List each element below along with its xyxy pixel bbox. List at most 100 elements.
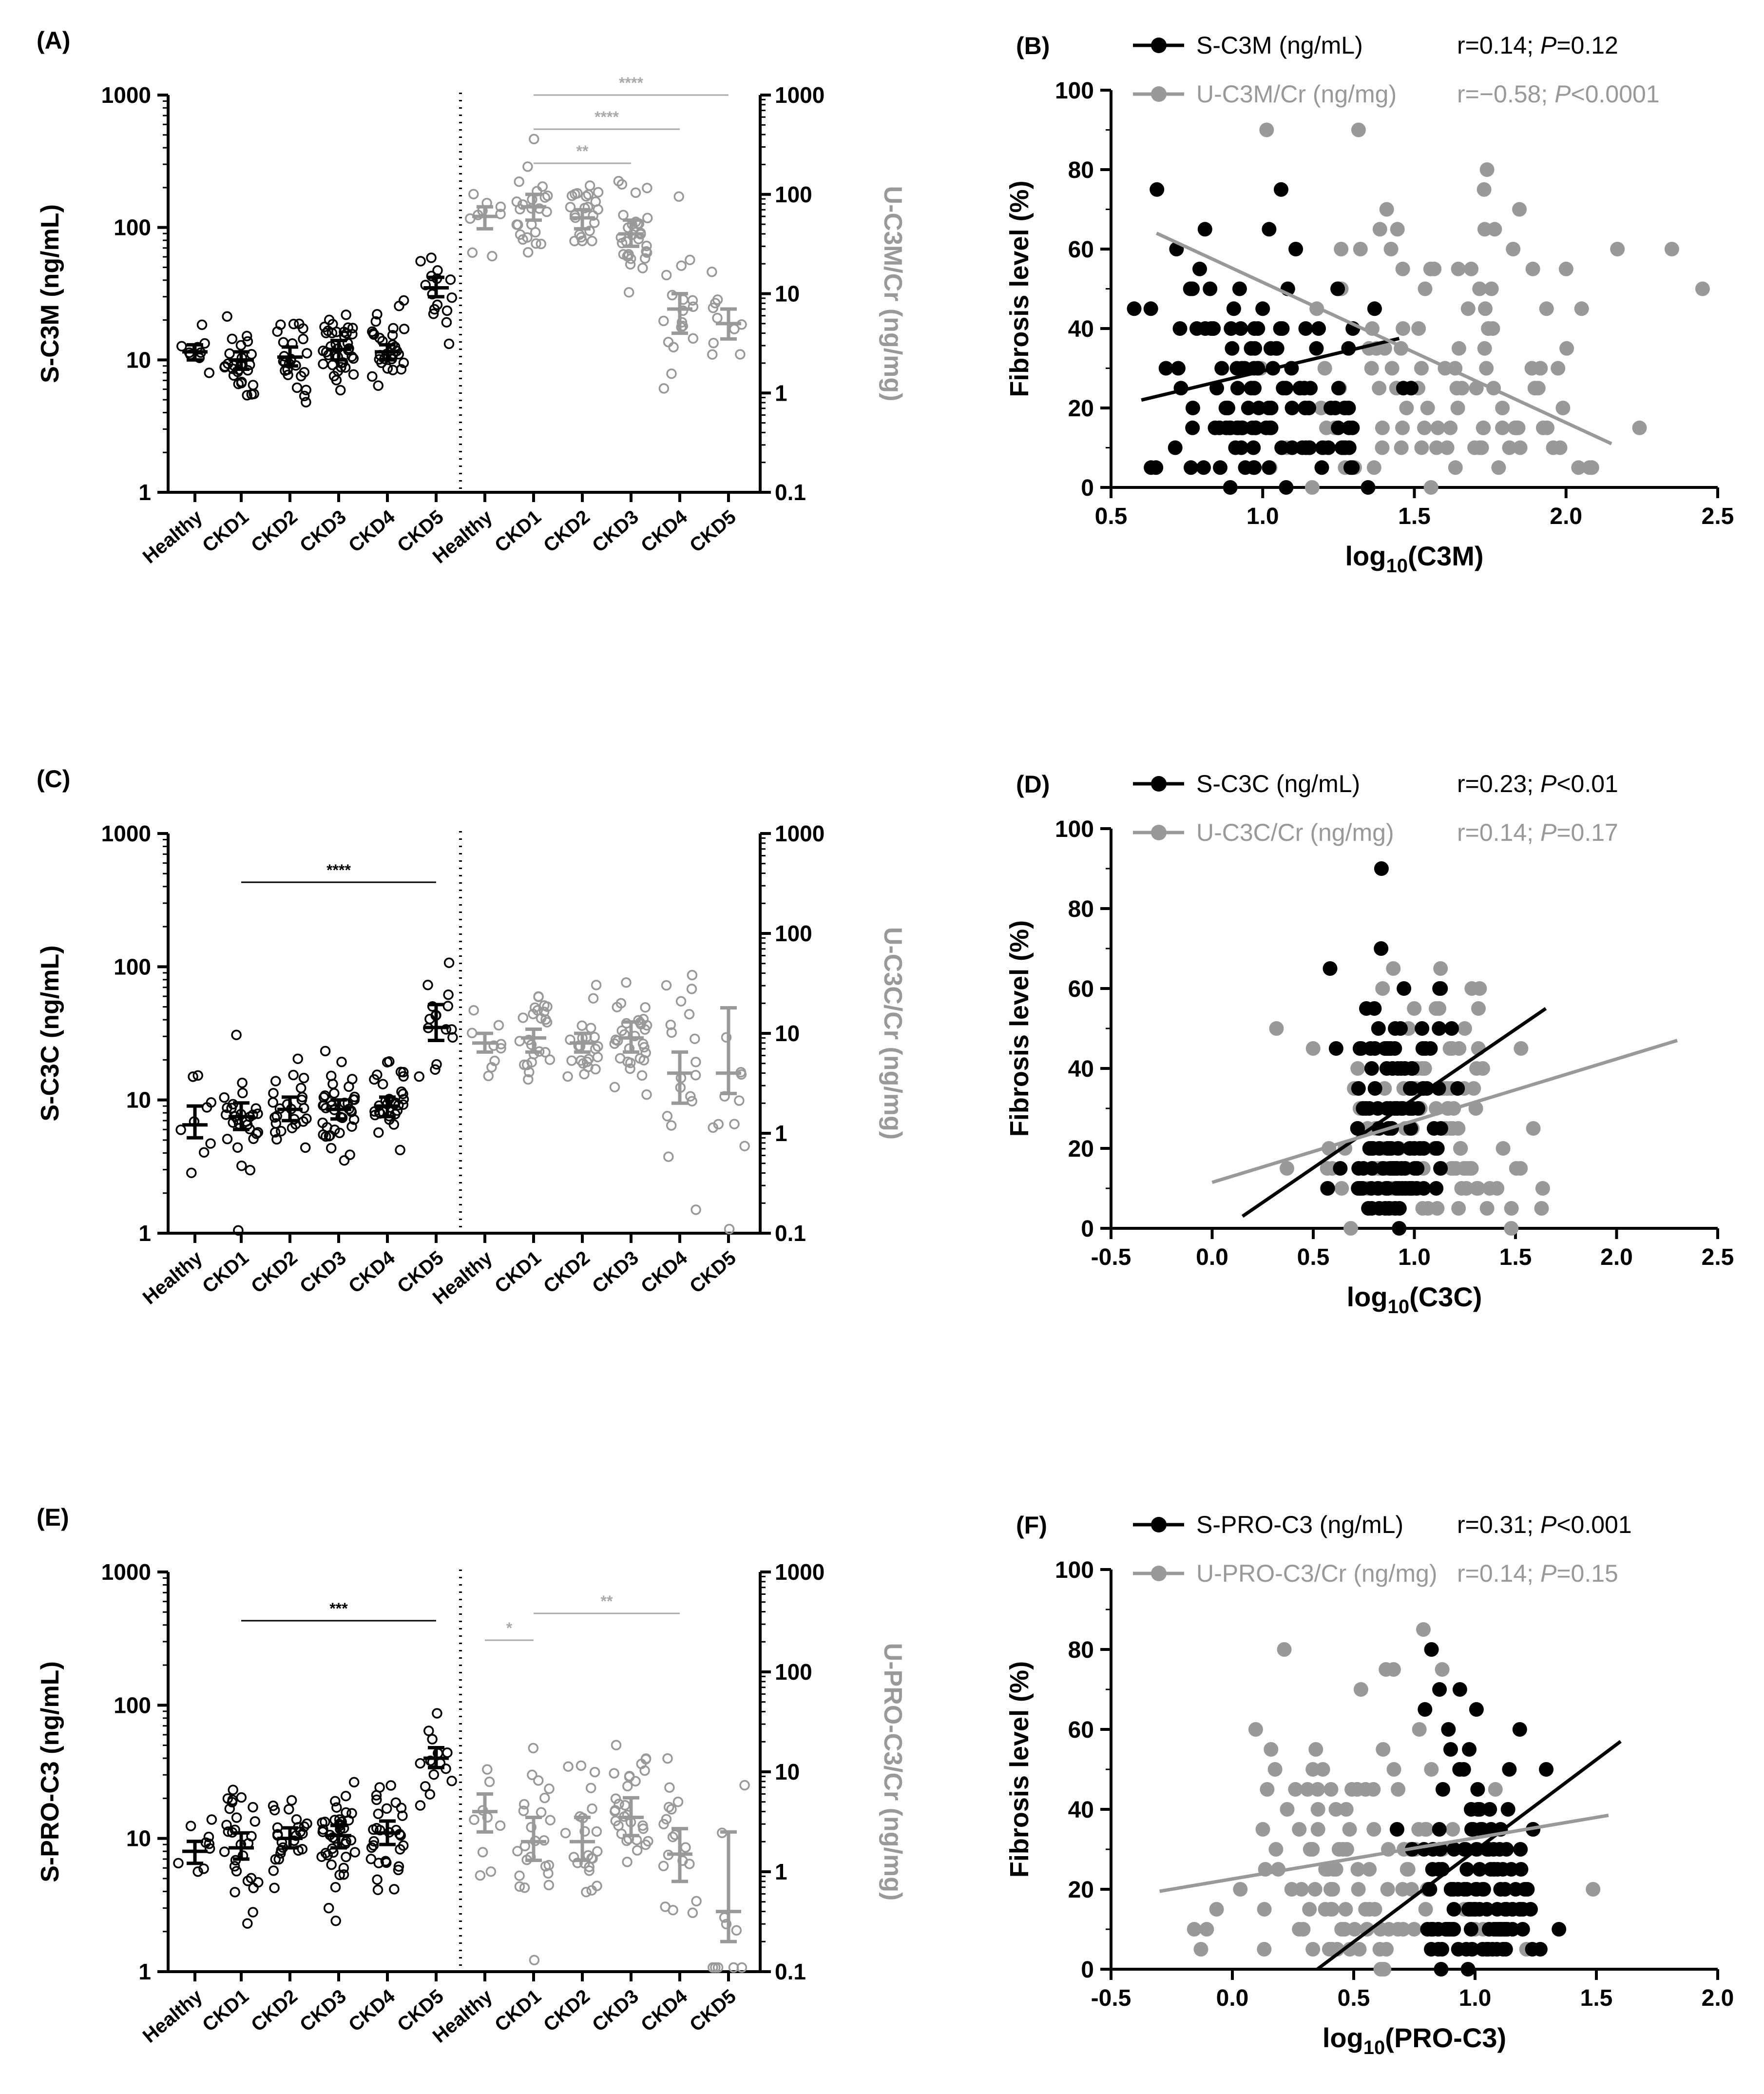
urine-point [1479, 361, 1494, 376]
serum-point [390, 1797, 402, 1808]
urine-point [666, 368, 677, 379]
urine-point [1514, 1041, 1529, 1056]
y-tick-label: 20 [1068, 1136, 1094, 1162]
urine-point [1328, 1802, 1343, 1817]
serum-point [1203, 281, 1218, 296]
urine-point [529, 1002, 540, 1013]
urine-point [1476, 182, 1492, 197]
serum-point [246, 389, 257, 400]
serum-point [273, 1854, 284, 1865]
urine-point [616, 1025, 627, 1036]
urine-point [1318, 1902, 1333, 1917]
x-tick-label: CKD5 [686, 1247, 740, 1298]
urine-point [636, 1070, 648, 1081]
urine-point [688, 333, 699, 344]
urine-point [1269, 1021, 1284, 1036]
urine-point [524, 1066, 535, 1078]
serum-point [1219, 420, 1234, 435]
urine-point [739, 1141, 750, 1151]
serum-point [373, 1808, 384, 1820]
serum-point [1238, 460, 1253, 475]
serum-point [446, 1776, 457, 1786]
urine-point [495, 201, 506, 213]
serum-point [1276, 381, 1291, 396]
urine-point [1527, 381, 1542, 396]
urine-point [708, 338, 719, 349]
serum-point [1244, 341, 1259, 356]
urine-point [1610, 242, 1625, 256]
serum-point [298, 323, 308, 334]
urine-point [1443, 420, 1458, 435]
serum-point [395, 1144, 405, 1156]
urine-point [641, 1089, 652, 1100]
urine-point [1460, 301, 1476, 316]
serum-point [231, 1812, 242, 1823]
urine-point [579, 1826, 590, 1837]
urine-point [1296, 1922, 1311, 1937]
serum-point [1429, 1181, 1444, 1196]
urine-point [638, 1055, 650, 1066]
serum-point [388, 323, 399, 334]
y-tick-label: 80 [1068, 157, 1094, 183]
urine-point [560, 1827, 571, 1839]
serum-point [1279, 480, 1294, 495]
serum-point [1361, 480, 1376, 495]
serum-point [232, 1142, 243, 1153]
serum-point [1462, 1742, 1477, 1757]
serum-point [323, 1902, 334, 1914]
serum-point [1523, 1902, 1538, 1917]
serum-point [325, 1130, 335, 1141]
urine-point [625, 259, 636, 270]
urine-point [1475, 1061, 1490, 1076]
serum-point [1234, 361, 1249, 376]
serum-point [372, 309, 383, 320]
urine-point [663, 337, 674, 348]
urine-point [537, 181, 548, 192]
serum-point [321, 328, 331, 338]
serum-point [1232, 281, 1247, 296]
urine-point [1267, 1762, 1283, 1777]
serum-point [393, 1861, 404, 1872]
urine-point [583, 189, 594, 200]
urine-point [1302, 1902, 1317, 1917]
y-tick-label: 60 [1068, 976, 1094, 1002]
right-y-tick-label: 1000 [775, 1559, 824, 1585]
serum-point [441, 305, 453, 316]
serum-point [344, 1081, 354, 1092]
urine-point [668, 1904, 678, 1916]
urine-point [663, 1151, 674, 1162]
serum-point [1441, 1722, 1456, 1737]
x-tick-label: CKD4 [637, 506, 691, 557]
urine-point [1300, 1782, 1315, 1797]
urine-point [1506, 242, 1521, 256]
serum-point [318, 1129, 328, 1140]
urine-point [1512, 202, 1527, 217]
serum-point [1334, 440, 1349, 455]
urine-point [1478, 301, 1493, 316]
urine-point [1339, 1802, 1354, 1817]
serum-point [1403, 1121, 1419, 1136]
serum-point [368, 1840, 379, 1851]
serum-point [1397, 981, 1412, 996]
x-tick-label: CKD1 [198, 1985, 253, 2036]
urine-point [691, 1896, 702, 1907]
urine-point [1511, 420, 1526, 435]
serum-point [1533, 1942, 1548, 1957]
serum-point [1213, 460, 1227, 475]
urine-point [734, 1095, 745, 1106]
urine-point [1384, 361, 1400, 376]
serum-point [373, 380, 383, 391]
right-y-tick-label: 10 [775, 1759, 800, 1784]
urine-point [641, 246, 652, 257]
x-tick-label: CKD4 [637, 1247, 691, 1298]
serum-point [1432, 1021, 1447, 1036]
serum-point [1463, 1902, 1478, 1917]
left-y-tick-label: 1 [138, 1959, 151, 1984]
urine-point [710, 1962, 721, 1973]
legend-stat: r=0.14; P=0.15 [1457, 1560, 1618, 1587]
serum-point [284, 1804, 294, 1815]
urine-point [563, 1761, 574, 1772]
urine-point [1432, 1001, 1447, 1016]
urine-point [1451, 1121, 1466, 1136]
serum-point [389, 1884, 400, 1895]
